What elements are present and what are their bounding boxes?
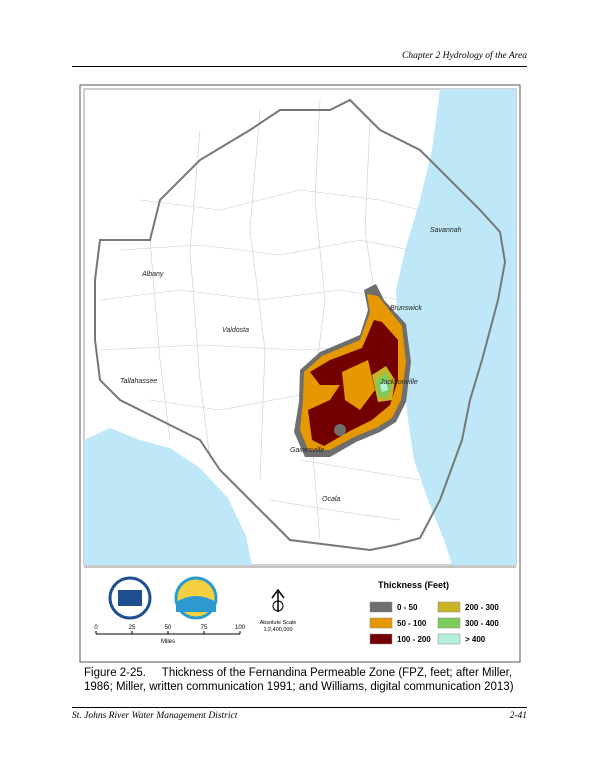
scale-label: 50 (165, 625, 172, 631)
city-label: Jacksonville (379, 379, 418, 386)
scale-text: 1:2,400,000 (263, 627, 292, 633)
city-label: Savannah (430, 227, 462, 234)
header-chapter: Chapter 2 Hydrology of the Area (402, 51, 527, 61)
legend-label: 200 - 300 (465, 603, 499, 612)
city-labels: Savannah Albany Brunswick Valdosta Jacksonvi… (120, 227, 462, 503)
legend: Thickness (Feet) 0 - 50 50 - 100 100 - 200 2… (369, 580, 499, 645)
city-label: Brunswick (390, 305, 422, 312)
scale-label: 25 (129, 625, 136, 631)
legend-swatch (437, 617, 461, 629)
scale-label: 0 (94, 625, 98, 631)
fpz-thickness (294, 284, 411, 457)
scale-text: Absolute Scale (260, 620, 297, 626)
legend-title: Thickness (Feet) (378, 580, 449, 590)
legend-label: 50 - 100 (397, 619, 427, 628)
logos (108, 576, 218, 620)
city-label: Tallahassee (120, 378, 157, 385)
city-label: Gainesville (290, 447, 324, 454)
legend-swatch (437, 633, 461, 645)
city-label: Ocala (322, 496, 340, 503)
region-boundary (94, 98, 507, 552)
header-rule (72, 66, 527, 67)
scale-unit: Miles (161, 639, 175, 645)
caption-text: Thickness of the Fernandina Permeable Zo… (84, 667, 514, 693)
legend-swatch (437, 601, 461, 613)
scale-label: 75 (201, 625, 208, 631)
legend-swatch (369, 601, 393, 613)
caption: Figure 2-25. Thickness of the Fernandina… (84, 666, 524, 694)
legend-swatch (369, 617, 393, 629)
city-label: Valdosta (222, 327, 249, 334)
caption-number: Figure 2-25. (84, 667, 147, 679)
legend-label: 0 - 50 (397, 603, 418, 612)
footer-left: St. Johns River Water Management Distric… (72, 711, 238, 721)
legend-swatch (369, 633, 393, 645)
scale-label: 100 (235, 625, 246, 631)
county-lines (99, 99, 421, 541)
ocean (396, 89, 516, 565)
footer-rule (72, 707, 527, 708)
legend-label: 300 - 400 (465, 619, 499, 628)
gulf (84, 428, 252, 565)
city-label: Albany (141, 271, 164, 278)
north-arrow (271, 588, 285, 612)
legend-label: > 400 (465, 635, 486, 644)
footer-right: 2-41 (509, 711, 527, 721)
legend-label: 100 - 200 (397, 635, 431, 644)
